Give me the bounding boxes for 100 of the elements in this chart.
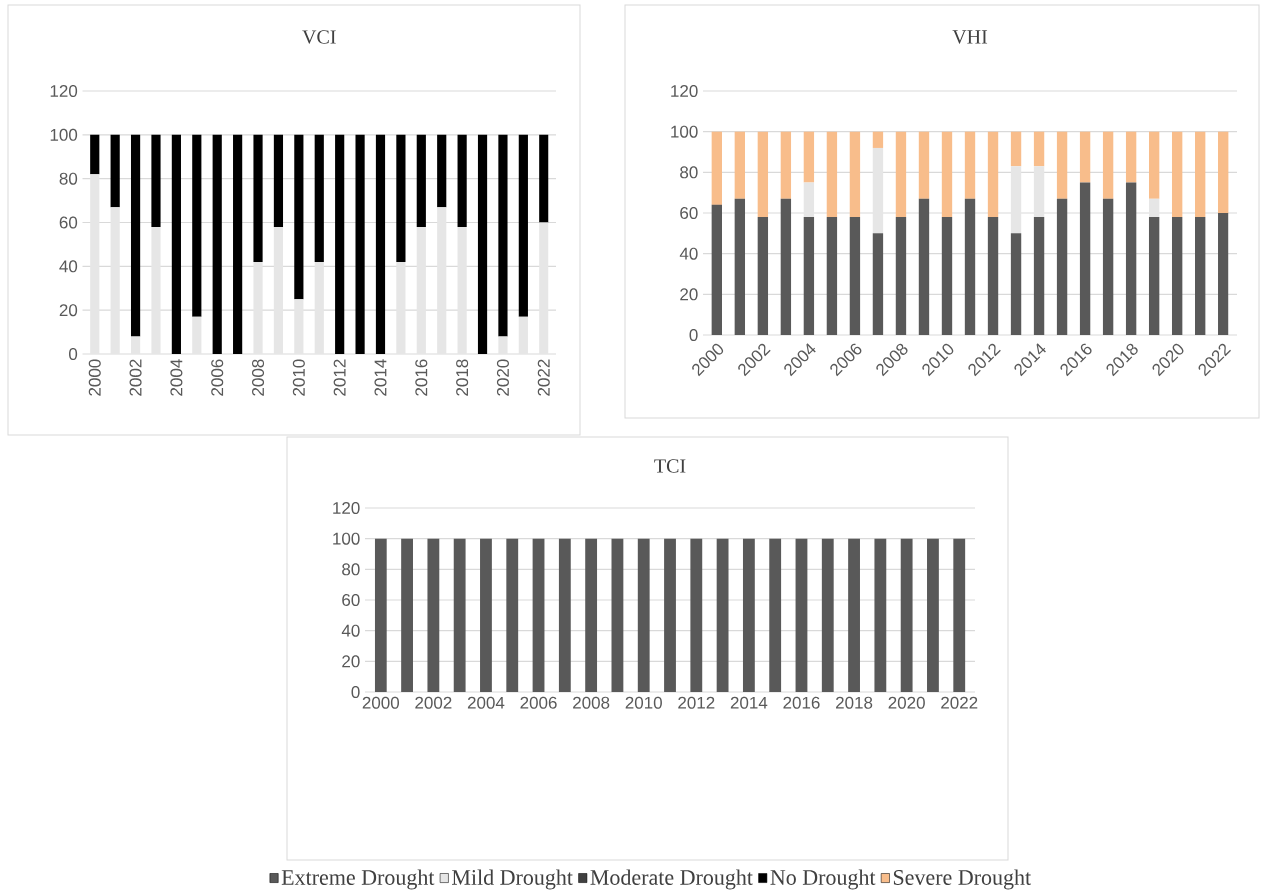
bar [375,134,386,355]
bar [130,134,141,337]
x-tick-label: 2014 [374,359,387,396]
x-tick-label: 2004 [467,696,505,709]
bar [171,134,181,355]
y-tick-label: 60 [680,206,698,220]
bar [1148,131,1160,199]
bar [192,134,202,317]
bar [895,217,907,336]
bar [457,226,467,355]
bar [498,336,508,355]
bar [253,134,263,262]
bar [734,198,746,336]
bar [1148,198,1160,218]
x-tick-label: 2004 [170,359,183,396]
x-tick-label: 2016 [415,359,428,396]
bar [518,134,528,317]
x-tick-label: 2002 [415,696,452,709]
bar [1125,131,1137,183]
bar [757,131,769,218]
y-tick-label: 20 [342,655,360,668]
legend-label: Extreme Drought [281,869,435,890]
bar [130,336,141,355]
bar [539,222,549,355]
y-tick-label: 120 [333,501,360,515]
bar [314,261,324,355]
bar [253,261,263,355]
x-tick-label: 2012 [678,696,715,709]
bar [151,226,161,355]
bar [987,217,999,336]
y-tick-label: 80 [342,563,360,576]
bar [1010,131,1022,167]
y-tick-label: 100 [333,532,360,545]
bar [803,131,815,183]
x-tick-label: 2012 [333,359,346,396]
bar [872,233,884,336]
bar [1218,131,1229,214]
bar [918,131,930,199]
bar [849,131,861,218]
bar [1079,131,1091,183]
chart-title: VHI [952,30,988,44]
y-tick-label: 120 [50,84,78,98]
y-tick-label: 20 [59,304,78,317]
bar [477,134,488,355]
x-tick-label: 2014 [730,696,768,709]
bar [826,217,838,336]
bar [416,134,426,227]
bar [780,198,792,336]
bar [1033,166,1045,218]
legend-label: Severe Drought [893,869,1032,890]
bar [90,134,100,175]
legend-label: Moderate Drought [590,869,753,890]
bar [918,198,930,336]
y-tick-label: 20 [680,288,698,301]
y-tick-label: 120 [671,84,698,98]
bar [294,299,304,355]
legend-label: Mild Drought [452,869,573,890]
bar [1148,217,1160,336]
bar [941,217,953,336]
bar [1195,217,1206,336]
bar [895,131,907,218]
bar [273,226,284,355]
x-tick-label: 2000 [88,359,101,396]
bar [964,198,976,336]
bar [437,134,447,208]
y-tick-label: 100 [671,125,698,138]
bar [711,131,722,205]
x-tick-label: 2016 [783,696,820,709]
y-tick-label: 60 [59,216,78,229]
x-tick-label: 2018 [456,359,469,396]
bar [233,134,243,355]
bar [110,134,120,208]
x-tick-label: 2008 [252,359,265,396]
chart-title: TCI [654,459,686,473]
bar [1171,131,1183,218]
bar [1102,198,1114,336]
bar [1171,217,1183,336]
bar [416,226,426,355]
y-tick-label: 0 [351,685,360,699]
bar [518,316,528,355]
y-tick-label: 80 [59,172,78,185]
bar [1102,131,1114,199]
bar [110,207,120,355]
bar [964,131,976,199]
chart-title: VCI [302,30,336,44]
x-tick-label: 2006 [520,696,557,709]
x-tick-label: 2020 [888,696,925,709]
legend-label: No Drought [770,869,876,890]
bar [849,217,861,336]
bar [1195,131,1206,218]
bar [1056,131,1068,199]
bar [803,217,815,336]
y-tick-label: 100 [50,128,78,141]
bar [1010,233,1022,336]
bar [192,316,202,355]
y-tick-label: 40 [59,260,78,273]
bar [872,147,884,234]
x-tick-label: 2010 [625,696,662,709]
bar [1218,213,1229,336]
bar [294,134,304,300]
